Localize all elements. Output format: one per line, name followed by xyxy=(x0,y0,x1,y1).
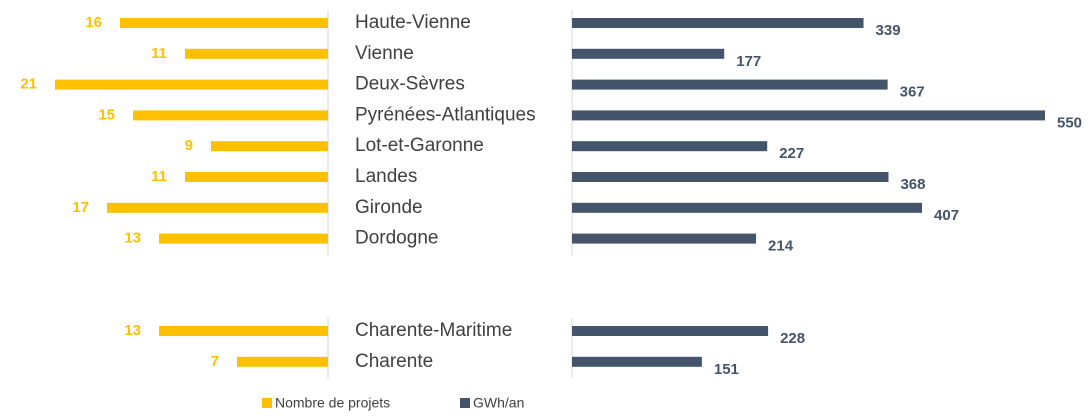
value-label: 367 xyxy=(900,84,925,101)
category-label: Pyrénées-Atlantiques xyxy=(355,104,536,125)
bar xyxy=(572,233,757,244)
bar xyxy=(572,202,923,213)
value-label: 177 xyxy=(736,53,761,70)
value-label: 17 xyxy=(72,199,89,216)
bar xyxy=(133,110,328,121)
bar xyxy=(185,48,328,59)
category-label: Gironde xyxy=(355,197,423,218)
legend-swatch xyxy=(262,398,272,408)
value-label: 227 xyxy=(779,145,804,162)
bar xyxy=(55,79,328,90)
bar xyxy=(572,48,725,59)
bar xyxy=(159,326,328,336)
value-label: 151 xyxy=(714,361,739,378)
category-label: Deux-Sèvres xyxy=(355,74,465,95)
value-label: 16 xyxy=(85,14,102,31)
bar xyxy=(572,79,888,90)
bar xyxy=(572,141,768,152)
category-label: Haute-Vienne xyxy=(355,12,471,33)
category-label: Charente xyxy=(355,351,433,372)
value-label: 21 xyxy=(20,76,37,93)
value-label: 368 xyxy=(900,176,925,193)
category-label: Vienne xyxy=(355,43,414,64)
category-label: Charente-Maritime xyxy=(355,320,512,341)
bar xyxy=(185,172,328,182)
legend-swatch xyxy=(460,398,470,408)
value-label: 13 xyxy=(124,322,141,339)
category-label: Dordogne xyxy=(355,228,438,249)
value-label: 228 xyxy=(780,330,805,347)
value-label: 339 xyxy=(876,22,901,39)
category-label: Landes xyxy=(355,166,417,187)
bar xyxy=(237,356,328,367)
bar xyxy=(572,356,702,367)
legend-label: Nombre de projets xyxy=(275,395,390,411)
value-label: 7 xyxy=(211,353,219,370)
bar xyxy=(211,141,328,152)
bar xyxy=(572,18,864,28)
bar xyxy=(120,18,328,28)
value-label: 550 xyxy=(1057,114,1082,131)
value-label: 407 xyxy=(934,207,959,224)
bar xyxy=(159,233,328,244)
bar xyxy=(107,202,328,213)
value-label: 15 xyxy=(98,106,115,123)
bar xyxy=(572,110,1045,121)
category-label: Lot-et-Garonne xyxy=(355,135,484,156)
bar xyxy=(572,172,889,182)
value-label: 11 xyxy=(151,168,167,185)
value-label: 214 xyxy=(768,238,794,255)
bar xyxy=(572,326,769,336)
value-label: 9 xyxy=(185,137,193,154)
value-label: 13 xyxy=(124,230,141,247)
legend-label: GWh/an xyxy=(473,395,524,411)
value-label: 11 xyxy=(151,45,167,62)
